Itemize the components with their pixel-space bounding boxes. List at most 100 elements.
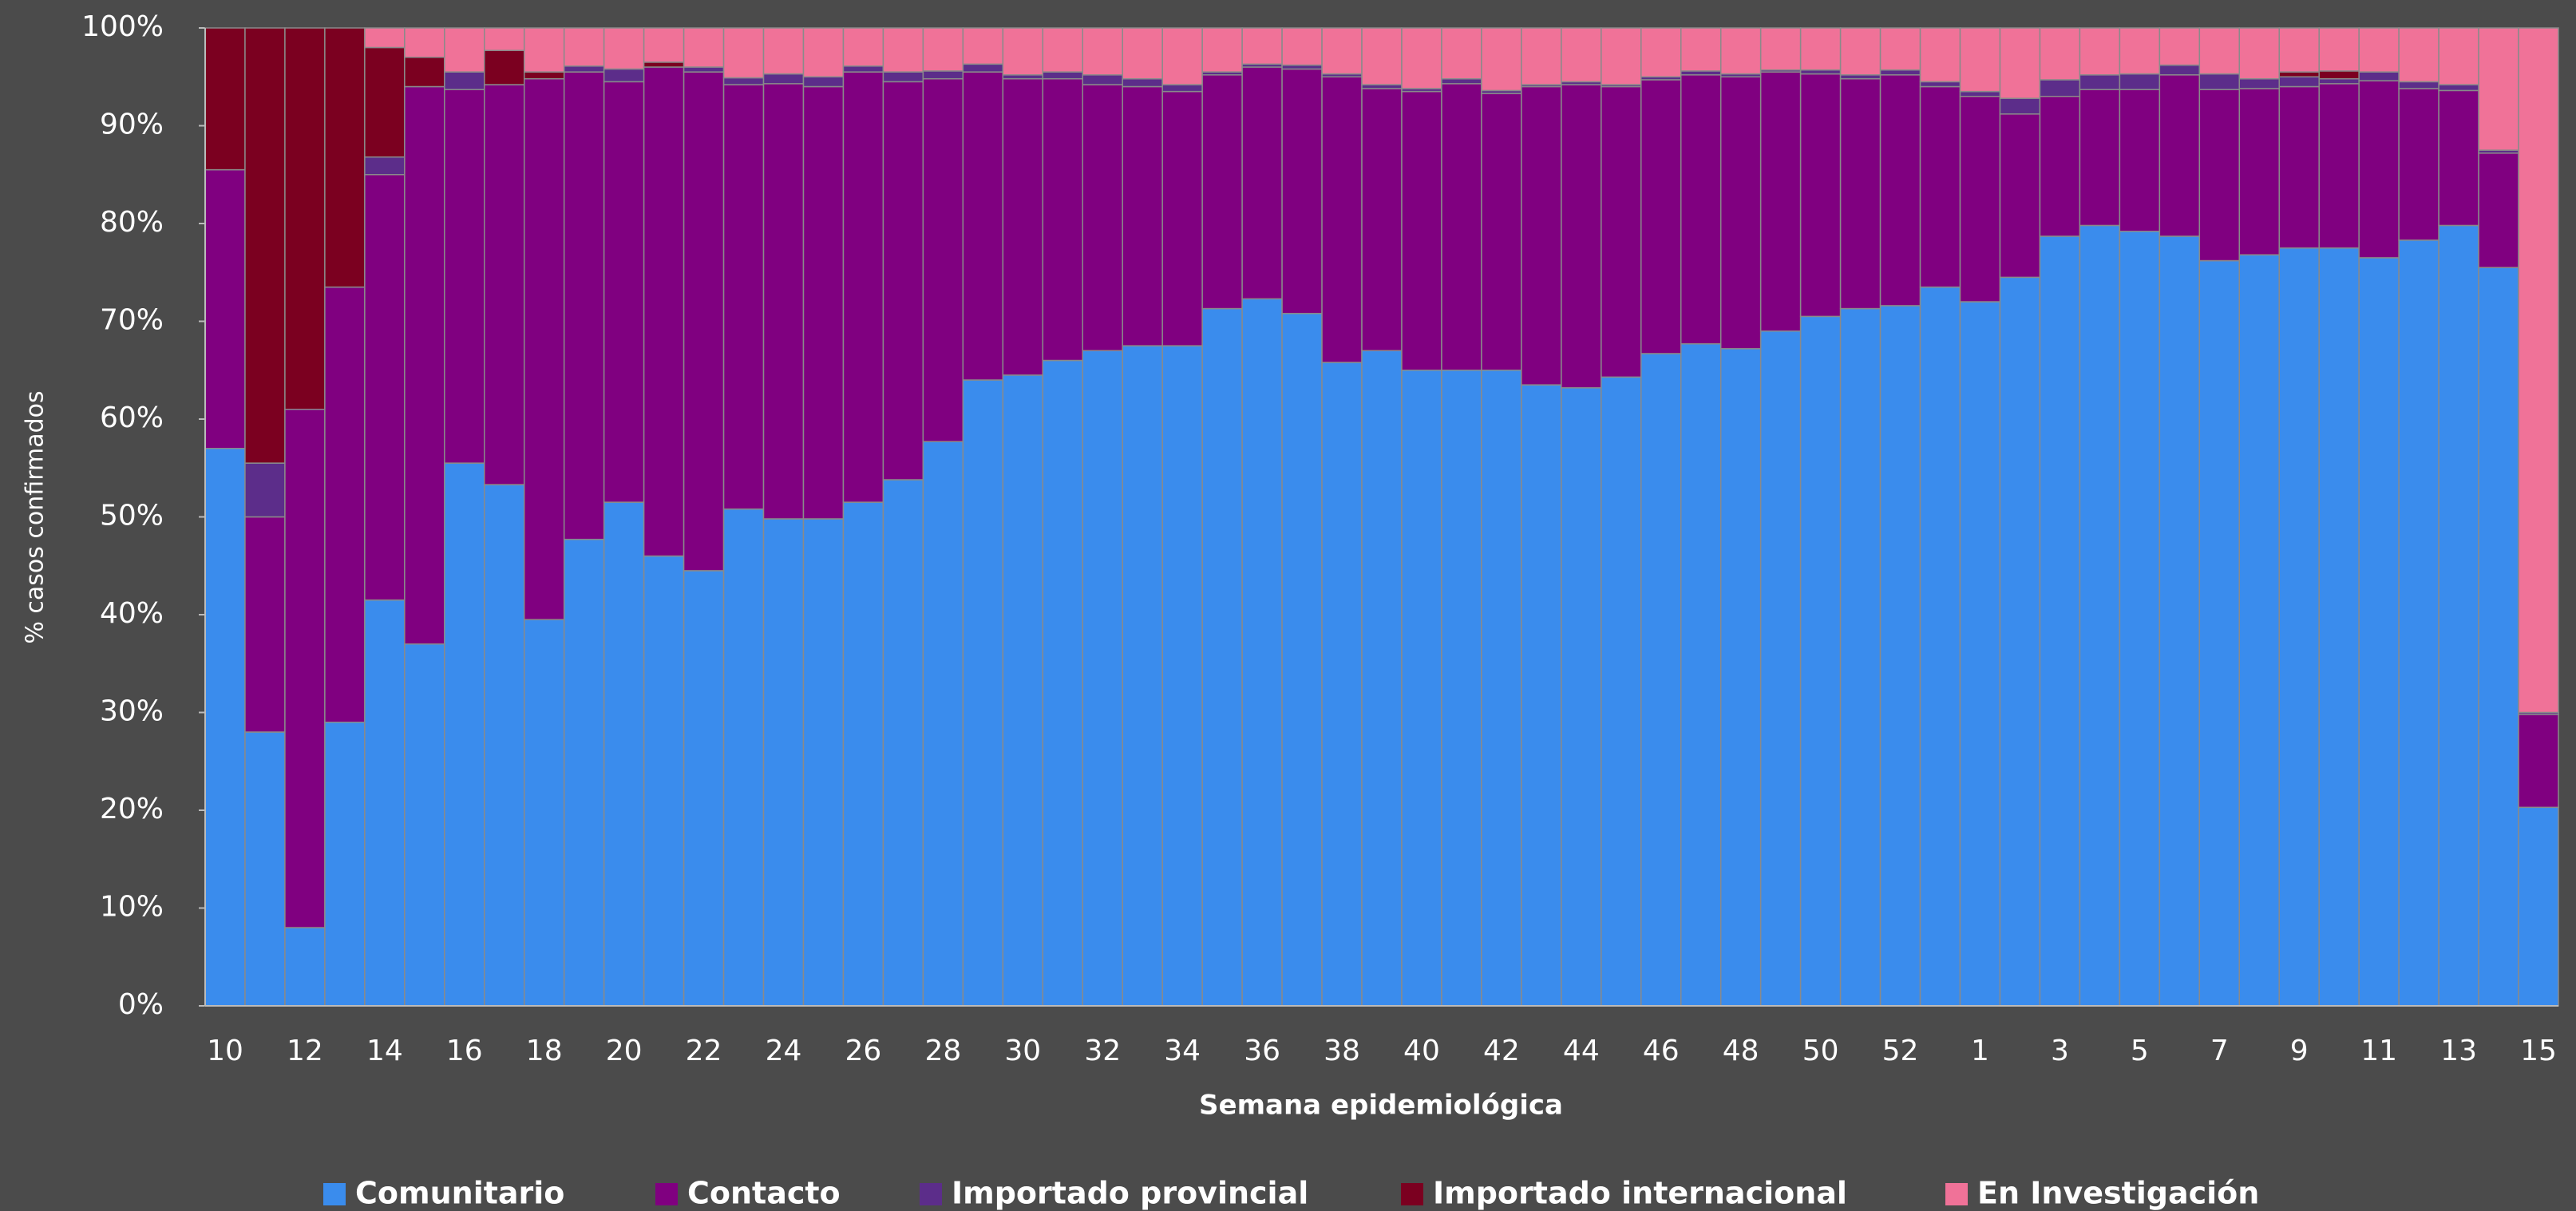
bar-segment <box>1919 27 1961 83</box>
bar-segment <box>2358 27 2400 73</box>
bar-segment <box>1161 27 1203 85</box>
bar-segment <box>842 501 884 1007</box>
bar-segment <box>842 71 884 503</box>
y-tick-label: 60% <box>100 402 164 434</box>
bar-segment <box>244 462 286 518</box>
bar-segment <box>643 61 685 68</box>
bar-segment <box>1999 27 2041 99</box>
x-tick-label: 26 <box>845 1035 882 1067</box>
y-tick-label: 50% <box>100 500 164 532</box>
x-axis-title: Semana epidemiológica <box>1199 1090 1563 1122</box>
bar-segment <box>2238 254 2280 1007</box>
legend-swatch <box>655 1183 678 1205</box>
bar-segment <box>444 27 485 73</box>
bar-segment <box>2039 235 2081 1007</box>
bar-segment <box>1999 113 2041 279</box>
x-tick-label: 42 <box>1483 1035 1520 1067</box>
bar-segment <box>1082 350 1123 1007</box>
bar-segment <box>2079 89 2121 227</box>
bar-segment <box>1719 348 1762 1007</box>
legend-label: Importado provincial <box>952 1176 1308 1211</box>
bar-segment <box>1241 298 1283 1007</box>
bar-segment <box>762 518 805 1007</box>
bar-segment <box>1122 77 1163 88</box>
bar-segment <box>523 77 565 620</box>
legend-swatch <box>920 1183 942 1205</box>
bar-segment <box>444 89 485 464</box>
bar-segment <box>204 448 246 1007</box>
bar-segment <box>1441 370 1482 1007</box>
bar-segment <box>484 84 525 485</box>
bar-segment <box>2159 27 2201 66</box>
bar-segment <box>444 71 485 90</box>
bar-segment <box>722 27 765 79</box>
bar-segment <box>2159 74 2201 237</box>
bar-segment <box>922 441 964 1007</box>
x-tick-label: 24 <box>766 1035 802 1067</box>
bar-segment <box>1680 74 1722 345</box>
x-tick-label: 13 <box>2440 1035 2477 1067</box>
bar-segment <box>1241 27 1283 65</box>
x-tick-label: 7 <box>2210 1035 2229 1067</box>
y-tick-label: 30% <box>100 695 164 728</box>
bar-segment <box>2358 257 2400 1007</box>
bar-segment <box>484 484 525 1007</box>
bar-segment <box>962 27 1004 65</box>
bar-segment <box>762 83 805 520</box>
y-tick-label: 20% <box>100 793 164 825</box>
bar-segment <box>2159 64 2201 76</box>
bar-segment <box>2318 83 2360 249</box>
bar-segment <box>2438 89 2479 227</box>
legend-swatch <box>1401 1183 1423 1205</box>
bar-segment <box>404 27 445 58</box>
bar-segment <box>2318 247 2360 1007</box>
bar-segment <box>2478 152 2519 268</box>
bar-segment <box>2438 27 2479 85</box>
bar-segment <box>563 538 605 1007</box>
x-tick-label: 1 <box>1971 1035 1989 1067</box>
legend-swatch <box>1945 1183 1968 1205</box>
bar-segment <box>2238 27 2280 80</box>
bar-segment <box>1759 27 1802 71</box>
bar-segment <box>364 174 406 601</box>
bar-segment <box>1281 68 1323 315</box>
bar-segment <box>2159 235 2201 1007</box>
bar-segment <box>1122 27 1163 80</box>
bar-segment <box>962 379 1004 1007</box>
bar-segment <box>1241 66 1283 300</box>
bar-segment <box>603 81 645 503</box>
bar-segment <box>1281 27 1323 66</box>
bar-segment <box>1999 276 2041 1007</box>
bar-segment <box>802 76 845 88</box>
bar-segment <box>1002 27 1044 76</box>
bar-segment <box>563 65 605 73</box>
bar-segment <box>842 65 884 73</box>
bar-segment <box>1042 359 1084 1007</box>
bar-segment <box>1481 93 1522 371</box>
bar-segment <box>1561 84 1602 389</box>
bar-segment <box>1879 74 1921 307</box>
x-tick-label: 11 <box>2360 1035 2397 1067</box>
bar-segment <box>2079 224 2121 1007</box>
bar-segment <box>1561 387 1602 1007</box>
legend-swatch <box>323 1183 346 1205</box>
bar-segment <box>762 73 805 85</box>
bar-segment <box>1401 27 1442 89</box>
bar-segment <box>2438 84 2479 92</box>
bar-segment <box>404 57 445 88</box>
x-tick-label: 14 <box>366 1035 403 1067</box>
bar-segment <box>722 77 765 85</box>
bar-segment <box>2278 71 2320 77</box>
bar-segment <box>1919 286 1961 1007</box>
y-tick-label: 90% <box>100 109 164 141</box>
bar-segment <box>1201 307 1243 1007</box>
bar-segment <box>1680 27 1722 72</box>
bar-segment <box>444 462 485 1007</box>
bar-segment <box>802 27 845 77</box>
bar-segment <box>2039 79 2081 97</box>
bar-segment <box>1959 96 2001 303</box>
bar-segment <box>2238 77 2280 89</box>
bar-segment <box>603 501 645 1007</box>
bar-segment <box>1799 73 1842 318</box>
